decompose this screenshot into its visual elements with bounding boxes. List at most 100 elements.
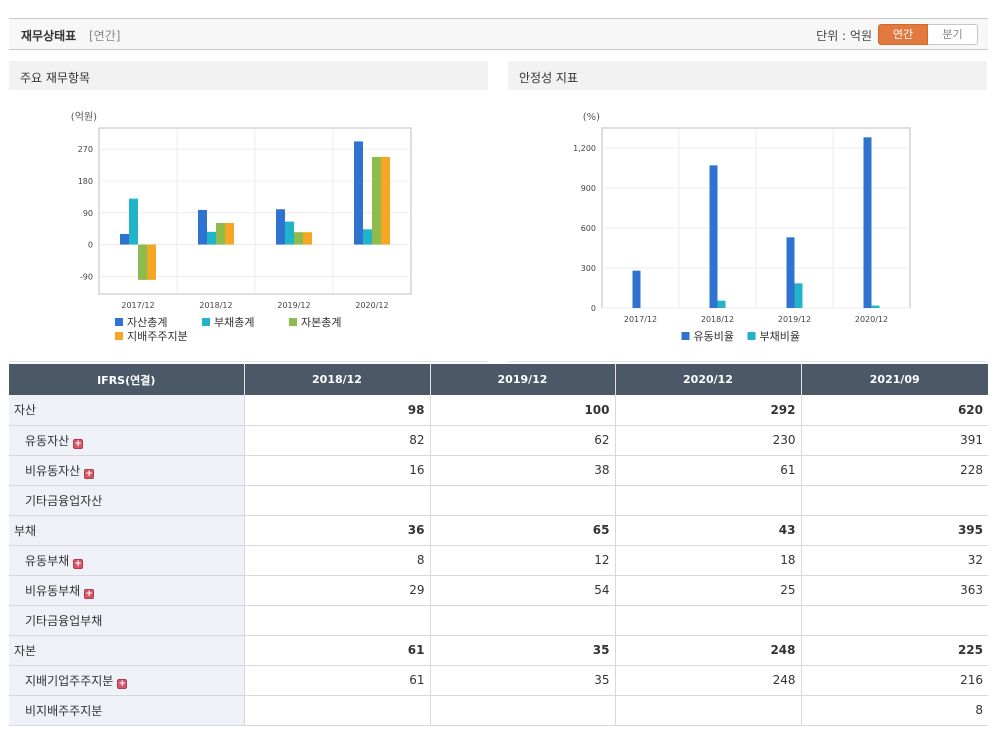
- row-label: 기타금융업부채: [25, 613, 103, 628]
- expand-plus-icon[interactable]: +: [73, 438, 84, 449]
- bar: [225, 223, 234, 245]
- key-items-title: 주요 재무항목: [9, 61, 488, 90]
- table-row: 부채 36 65 43 395: [9, 515, 988, 546]
- row-label: 기타금융업자산: [25, 493, 103, 508]
- x-tick-label: 2017/12: [121, 301, 154, 310]
- expand-plus-icon[interactable]: +: [84, 468, 95, 479]
- bar: [276, 209, 285, 245]
- table-row: 비유동부채 +29 54 25 363: [9, 575, 988, 606]
- legend-swatch: [289, 318, 297, 326]
- bar: [794, 283, 803, 308]
- row-label-cell[interactable]: 유동부채 +: [9, 545, 244, 576]
- expand-plus-icon[interactable]: +: [84, 588, 95, 599]
- table-row: 유동부채 +8 12 18 32: [9, 545, 988, 576]
- value-cell: [429, 695, 615, 726]
- period-toggle: 연간 분기: [878, 24, 978, 45]
- row-label-cell[interactable]: 비유동자산 +: [9, 455, 244, 486]
- value-cell: [243, 605, 430, 636]
- quarterly-tab[interactable]: 분기: [928, 24, 978, 45]
- stability-title: 안정성 지표: [508, 61, 987, 90]
- row-label-cell: 부채: [9, 515, 244, 546]
- row-label-cell[interactable]: 유동자산 +: [9, 425, 244, 456]
- bar: [207, 231, 216, 245]
- unit-label: 단위 : 억원: [816, 29, 872, 43]
- y-tick-label: 900: [581, 184, 596, 193]
- value-cell: 61: [614, 455, 801, 486]
- value-cell: 61: [243, 665, 430, 696]
- y-tick-label: 1,200: [573, 144, 596, 153]
- value-cell: [800, 485, 988, 516]
- legend-label: 지배주주지분: [127, 330, 188, 343]
- y-tick-label: 180: [78, 177, 93, 186]
- bar: [786, 237, 795, 308]
- legend-label: 부채총계: [214, 316, 254, 329]
- value-cell: 395: [800, 515, 988, 546]
- value-cell: [614, 485, 801, 516]
- x-tick-label: 2018/12: [701, 315, 734, 324]
- value-cell: 43: [614, 515, 801, 546]
- expand-plus-icon[interactable]: +: [73, 558, 84, 569]
- y-axis-label: (%): [583, 112, 600, 123]
- value-cell: 216: [800, 665, 988, 696]
- row-label-cell[interactable]: 지배기업주주지분 +: [9, 665, 244, 696]
- value-cell: [614, 605, 801, 636]
- row-label-cell: 자산: [9, 395, 244, 426]
- row-label: 유동부채: [25, 553, 70, 568]
- y-tick-label: 0: [591, 304, 596, 313]
- value-cell: 8: [243, 545, 430, 576]
- bar: [871, 305, 880, 308]
- expand-plus-icon[interactable]: +: [117, 678, 128, 689]
- financial-statement-header: 재무상태표 [연간] 단위 : 억원 연간 분기: [9, 18, 988, 50]
- value-cell: 100: [429, 395, 615, 426]
- bar: [138, 244, 147, 280]
- value-cell: 62: [429, 425, 615, 456]
- row-label: 비유동자산: [25, 463, 81, 478]
- bar: [120, 233, 129, 245]
- bar: [294, 232, 303, 245]
- row-label-cell: 비지배주주지분: [9, 695, 244, 726]
- value-cell: 32: [800, 545, 988, 576]
- y-tick-label: 600: [581, 224, 596, 233]
- value-cell: 292: [614, 395, 801, 426]
- x-tick-label: 2019/12: [277, 301, 310, 310]
- annual-tab[interactable]: 연간: [878, 24, 928, 45]
- value-cell: 25: [614, 575, 801, 606]
- row-label-cell[interactable]: 비유동부채 +: [9, 575, 244, 606]
- value-cell: 18: [614, 545, 801, 576]
- value-cell: 29: [243, 575, 430, 606]
- column-header: 2021/09: [800, 364, 988, 395]
- value-cell: [429, 605, 615, 636]
- value-cell: [800, 605, 988, 636]
- stability-panel: 안정성 지표 (%) 0 300 600 900 1,200 2017/12 2018/12 2…: [508, 61, 987, 362]
- value-cell: 98: [243, 395, 430, 426]
- legend-swatch: [115, 318, 123, 326]
- value-cell: 65: [429, 515, 615, 546]
- value-cell: 225: [800, 635, 988, 666]
- bar: [285, 221, 294, 245]
- table-row: 비유동자산 +16 38 61 228: [9, 455, 988, 486]
- balance-sheet-table: IFRS(연결) 2018/12 2019/12 2020/12 2021/09…: [9, 364, 988, 726]
- table-row: 기타금융업부채: [9, 605, 988, 636]
- row-label-cell: 기타금융업자산: [9, 485, 244, 516]
- row-label: 부채: [14, 523, 37, 538]
- legend-swatch: [681, 332, 690, 340]
- column-header: 2019/12: [429, 364, 615, 395]
- legend-swatch: [115, 332, 123, 340]
- table-row: 자산 98 100 292 620: [9, 395, 988, 426]
- value-cell: 248: [614, 635, 801, 666]
- bar: [303, 232, 312, 245]
- bar: [709, 165, 718, 308]
- key-items-chart: (억원) -90 0 90 180 270 2017/12 2018/12 2019/12 202…: [71, 111, 412, 343]
- row-label-cell: 자본: [9, 635, 244, 666]
- table-row: 유동자산 +82 62 230 391: [9, 425, 988, 456]
- row-label: 비지배주주지분: [25, 703, 103, 718]
- bar: [363, 229, 372, 245]
- legend-label: 자본총계: [301, 316, 341, 329]
- y-tick-label: -90: [80, 272, 93, 281]
- value-cell: 363: [800, 575, 988, 606]
- bar: [216, 223, 225, 245]
- x-tick-label: 2018/12: [199, 301, 232, 310]
- table-row: 비지배주주지분 8: [9, 695, 988, 726]
- value-cell: [614, 695, 801, 726]
- bar: [372, 156, 381, 245]
